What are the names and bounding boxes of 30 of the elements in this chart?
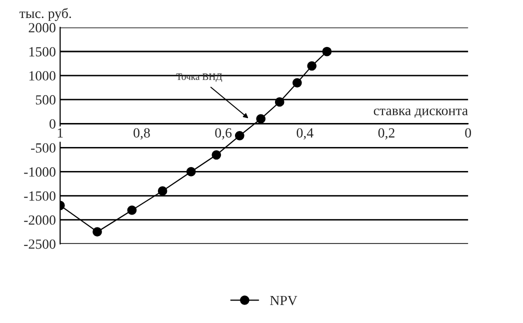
x-tick-label: 1 <box>58 128 63 138</box>
y-tick-label: 0 <box>50 119 56 129</box>
y-tick-label: 2000 <box>28 23 56 32</box>
y-tick-label: -1000 <box>24 167 56 177</box>
x-tick-label: 0,2 <box>378 128 394 140</box>
point <box>256 114 266 124</box>
point <box>234 130 244 140</box>
y-axis-title: тыс. руб. <box>20 8 71 21</box>
y-tick-label: -2000 <box>24 215 56 225</box>
y-tick-label: -500 <box>31 143 56 153</box>
x-tick-label: 0,4 <box>296 128 314 140</box>
point <box>292 78 302 88</box>
point <box>186 167 196 176</box>
point <box>322 46 332 56</box>
point <box>158 186 168 196</box>
x-tick-label: 0 <box>465 128 472 138</box>
y-tick-label: 1500 <box>29 47 56 56</box>
point <box>92 227 102 237</box>
point <box>212 150 222 160</box>
y-tick-label: 1000 <box>29 71 56 80</box>
y-tick-label: -1500 <box>24 191 56 201</box>
point <box>127 206 137 215</box>
point <box>307 61 317 71</box>
legend-label: NPV <box>270 296 298 306</box>
x-tick-label: 0,6 <box>215 128 232 140</box>
y-tick-label: 500 <box>36 95 56 105</box>
x-axis-title: ставка дисконта <box>374 108 468 118</box>
y-tick-label: -2500 <box>24 239 56 249</box>
point <box>274 97 284 107</box>
x-tick-label: 0,8 <box>134 128 150 140</box>
